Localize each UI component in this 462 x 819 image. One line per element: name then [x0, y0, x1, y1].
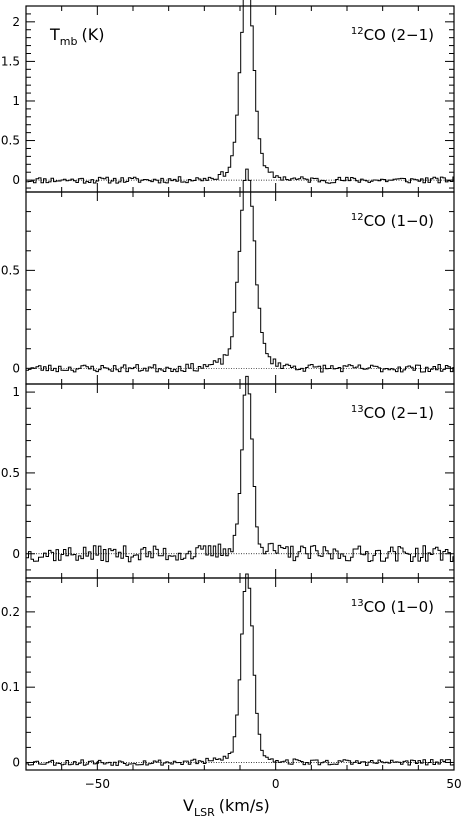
x-axis-label-sub: LSR — [194, 806, 215, 819]
x-axis-label-main: V — [183, 796, 194, 815]
spectrum-line — [26, 375, 454, 563]
panel-4: 0 0.1 0.2 13CO (1−0) — [1, 573, 455, 771]
y-tick-label: 0 — [12, 547, 20, 561]
y-tick-label: 0.5 — [1, 134, 20, 148]
panel-label-transition: CO (2−1) — [364, 404, 434, 422]
panel-label-transition: CO (2−1) — [364, 26, 434, 44]
panel-label-transition: CO (1−0) — [364, 598, 434, 616]
x-axis-label: VLSR (km/s) — [183, 796, 270, 819]
panel-label-isotope: 12 — [351, 212, 364, 223]
y-tick-label: 1.5 — [1, 54, 20, 68]
panel-label: 12CO (1−0) — [351, 212, 434, 230]
panel-label-transition: CO (1−0) — [364, 212, 434, 230]
spectrum-line — [26, 168, 454, 373]
y-axis-label: Tmb (K) — [49, 25, 104, 48]
panel-3: 0 0.5 1 13CO (2−1) — [1, 375, 455, 579]
y-tick-label: 0.1 — [1, 680, 20, 694]
y-tick-label: 1 — [12, 385, 20, 399]
panel-1: 0 0.5 1 1.5 2 12CO (2−1) — [1, 0, 455, 193]
panel-label: 12CO (2−1) — [351, 26, 434, 44]
y-tick-label: 0 — [12, 173, 20, 187]
panel-2: 0 0.5 12CO (1−0) — [1, 168, 455, 385]
y-tick-label: 1 — [12, 94, 20, 108]
panel-label: 13CO (2−1) — [351, 404, 434, 422]
y-tick-label: 0.2 — [1, 605, 20, 619]
panel-label-isotope: 13 — [351, 404, 364, 415]
y-axis-label-units: (K) — [81, 25, 104, 44]
y-axis-label-sub: mb — [60, 35, 78, 48]
spectrum-line — [26, 0, 454, 184]
y-tick-label: 0.5 — [1, 263, 20, 277]
y-tick-label: 0 — [12, 755, 20, 769]
y-tick-label: 2 — [12, 15, 20, 29]
y-axis-label-main: T — [49, 25, 60, 44]
y-tick-label: 0 — [12, 361, 20, 375]
x-tick-label: 50 — [446, 777, 461, 791]
y-tick-label: 0.5 — [1, 466, 20, 480]
spectrum-line — [26, 573, 454, 766]
panel-label-isotope: 13 — [351, 598, 364, 609]
x-tick-label: −50 — [85, 777, 110, 791]
panel-label-isotope: 12 — [351, 26, 364, 37]
x-axis-label-units: (km/s) — [219, 796, 270, 815]
x-tick-label: 0 — [272, 777, 280, 791]
panel-label: 13CO (1−0) — [351, 598, 434, 616]
